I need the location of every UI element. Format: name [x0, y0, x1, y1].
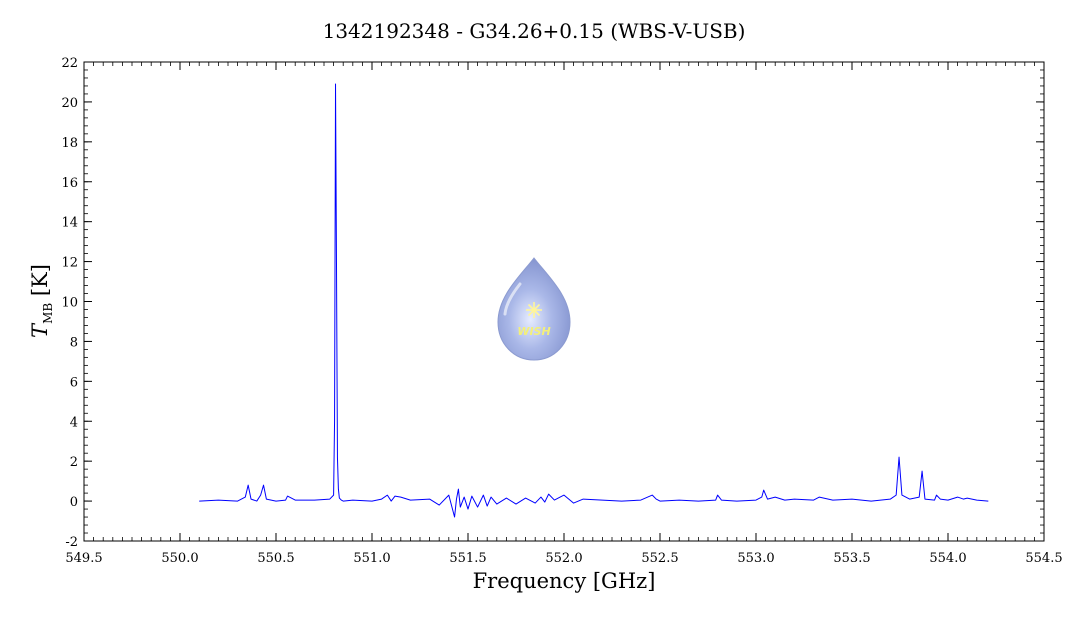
x-tick-label: 550.5 [257, 551, 294, 566]
chart-title: 1342192348 - G34.26+0.15 (WBS-V-USB) [323, 19, 746, 43]
x-axis: 549.5 550.0 550.5 551.0 551.5 552.0 552.5 553.0… [65, 62, 1063, 566]
drop-highlight-icon [503, 282, 522, 316]
x-tick-label: 553.0 [737, 551, 774, 566]
y-tick-label: 22 [61, 56, 78, 71]
y-tick-label: 10 [61, 296, 78, 311]
y-tick-label: 20 [61, 96, 78, 111]
y-tick-label: 0 [70, 495, 78, 510]
y-axis-label-unit: [K] [28, 264, 52, 303]
y-tick-label: 8 [70, 335, 78, 350]
x-tick-label: 553.5 [833, 551, 870, 566]
wish-logo: WISH [497, 257, 571, 361]
star-icon [526, 302, 542, 318]
y-tick-label: 4 [70, 415, 78, 430]
x-tick-label: 554.5 [1025, 551, 1062, 566]
y-tick-label: 2 [70, 455, 78, 470]
spectrum-line-0 [199, 83, 989, 518]
x-tick-label: 552.0 [545, 551, 582, 566]
y-axis-label-sub: MB [41, 303, 55, 324]
plot-area [199, 83, 989, 518]
x-tick-label: 550.0 [161, 551, 198, 566]
y-tick-label: 12 [61, 256, 78, 271]
y-tick-label: 16 [61, 176, 78, 191]
y-axis: -2 0 2 4 6 8 10 12 14 16 18 20 22 [61, 56, 1044, 550]
x-tick-label: 551.0 [353, 551, 390, 566]
logo-text: WISH [517, 325, 550, 338]
y-tick-label: 14 [61, 216, 78, 231]
y-tick-label: 6 [70, 375, 78, 390]
y-axis-label-main: T [28, 322, 52, 338]
y-tick-label: 18 [61, 136, 78, 151]
x-tick-label: 549.5 [65, 551, 102, 566]
x-tick-label: 552.5 [641, 551, 678, 566]
x-axis-label: Frequency [GHz] [473, 569, 656, 593]
y-tick-label: -2 [65, 535, 78, 550]
x-tick-label: 551.5 [449, 551, 486, 566]
y-axis-label: TMB [K] [28, 264, 55, 338]
x-tick-label: 554.0 [929, 551, 966, 566]
